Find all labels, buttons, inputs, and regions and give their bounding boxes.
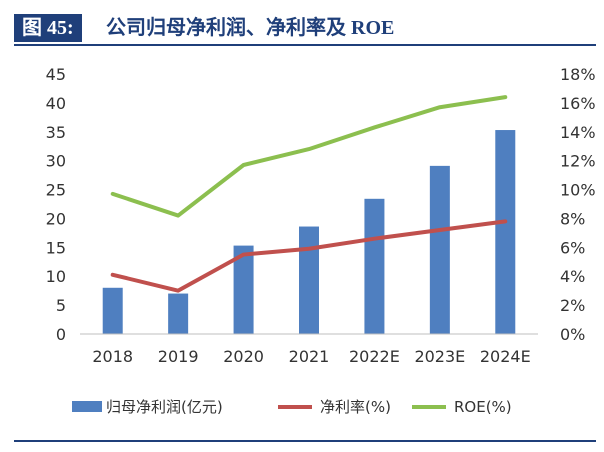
title-rule [14, 44, 596, 46]
chart-title: 公司归母净利润、净利率及 ROE [106, 17, 395, 39]
legend-item-net-margin: 净利率(%) [278, 398, 391, 416]
bar [364, 198, 385, 334]
legend-item-net-profit: 归母净利润(亿元) [72, 398, 223, 416]
x-axis-tick-label: 2022E [349, 347, 400, 366]
x-axis-tick-label: 2020 [223, 347, 264, 366]
right-axis-tick-label: 10% [560, 181, 596, 200]
legend-item-roe: ROE(%) [412, 398, 512, 416]
right-axis-tick-label: 14% [560, 123, 596, 142]
left-axis-ticks: 0 5 10 15 20 25 30 35 40 45 [46, 65, 66, 344]
x-axis-tick-label: 2018 [92, 347, 133, 366]
net-margin-line [110, 219, 508, 293]
legend-label: 净利率(%) [320, 398, 391, 416]
x-axis-tick-label: 2023E [414, 347, 465, 366]
chart-title-bar: 图 45: 公司归母净利润、净利率及 ROE [14, 14, 596, 42]
bar-series [102, 130, 516, 334]
bar [429, 165, 450, 334]
bottom-rule [14, 440, 596, 442]
bar [168, 293, 189, 334]
left-axis-tick-label: 5 [56, 296, 66, 315]
roe-line [110, 95, 508, 218]
right-axis-tick-label: 12% [560, 152, 596, 171]
right-axis-tick-label: 8% [560, 209, 585, 228]
left-axis-tick-label: 45 [46, 65, 66, 84]
right-axis-tick-label: 18% [560, 65, 596, 84]
left-axis-tick-label: 35 [46, 123, 66, 142]
left-axis-tick-label: 40 [46, 94, 66, 113]
left-axis-tick-label: 30 [46, 152, 66, 171]
x-axis-tick-label: 2021 [289, 347, 330, 366]
line-series [110, 95, 508, 293]
right-axis-tick-label: 4% [560, 267, 585, 286]
right-axis-tick-label: 2% [560, 296, 585, 315]
right-axis-tick-label: 6% [560, 238, 585, 257]
left-axis-tick-label: 10 [46, 267, 66, 286]
right-axis-ticks: 0% 2% 4% 6% 8% 10% 12% 14% 16% 18% [560, 65, 596, 344]
bar [102, 287, 123, 334]
legend-label: 归母净利润(亿元) [106, 398, 223, 416]
legend-label: ROE(%) [454, 398, 512, 416]
bar [233, 245, 254, 334]
x-axis-tick-label: 2019 [158, 347, 199, 366]
left-axis-tick-label: 25 [46, 181, 66, 200]
figure-label: 图 45: [14, 14, 82, 42]
left-axis-tick-label: 20 [46, 209, 66, 228]
right-axis-tick-label: 0% [560, 325, 585, 344]
x-axis-ticks: 2018 2019 2020 2021 2022E 2023E 2024E [92, 347, 530, 366]
bar [299, 226, 319, 334]
left-axis-tick-label: 15 [46, 238, 66, 257]
bar [495, 130, 516, 334]
legend-swatch [72, 401, 102, 412]
legend: 归母净利润(亿元) 净利率(%) ROE(%) [72, 398, 512, 416]
right-axis-tick-label: 16% [560, 94, 596, 113]
x-axis-tick-label: 2024E [480, 347, 531, 366]
left-axis-tick-label: 0 [56, 325, 66, 344]
